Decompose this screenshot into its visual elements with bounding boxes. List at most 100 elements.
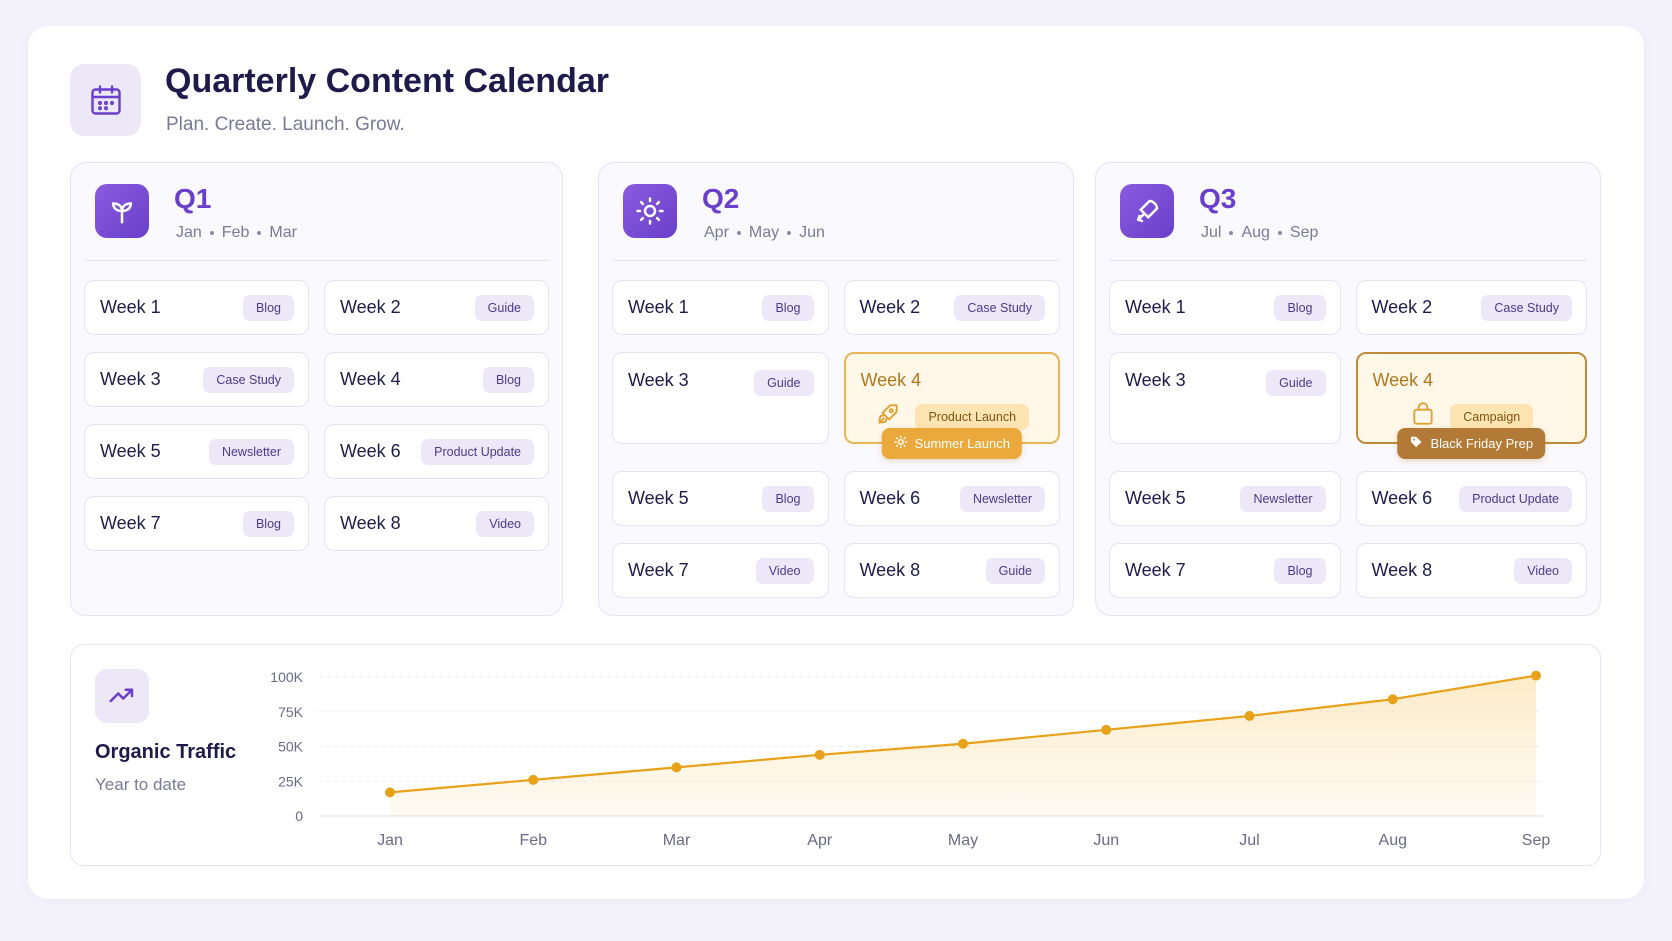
week-label: Week 3	[100, 369, 161, 389]
week-label: Week 3	[1125, 370, 1186, 390]
page-subtitle: Plan. Create. Launch. Grow.	[166, 114, 405, 135]
content-tag: Newsletter	[959, 485, 1045, 512]
week-card: Week 6 Product Update	[324, 424, 549, 479]
week-card: Week 1 Blog	[84, 280, 309, 335]
week-card: Week 4 Blog	[324, 352, 549, 407]
quarter-icon	[95, 184, 149, 238]
week-card: Week 1 Blog	[1109, 280, 1341, 335]
separator-dot	[1277, 231, 1282, 235]
chart-subtitle: Year to date	[95, 775, 187, 794]
month: Feb	[221, 224, 250, 241]
separator-dot	[209, 231, 214, 235]
month: May	[748, 224, 780, 241]
x-tick-label: Feb	[519, 832, 547, 849]
week-label: Week 4	[1372, 370, 1434, 390]
week-label: Week 1	[1125, 297, 1186, 317]
week-card: Week 3 Guide	[612, 352, 829, 444]
week-label: Week 6	[1371, 488, 1433, 508]
badge-icon	[1409, 435, 1423, 452]
week-card: Week 8 Video	[324, 496, 549, 551]
point	[528, 774, 539, 785]
content-tag: Blog	[762, 294, 814, 321]
week-card: Week 3 Guide	[1109, 352, 1341, 444]
week-card: Week 8 Video	[1355, 543, 1587, 598]
quarter-icon	[1120, 184, 1174, 238]
week-label: Week 6	[859, 488, 921, 508]
content-tag: Newsletter	[1240, 485, 1326, 512]
month: Mar	[269, 224, 297, 241]
week-label: Week 2	[340, 297, 401, 317]
quarter-name: Q1	[174, 183, 212, 214]
week-label: Week 7	[100, 513, 161, 533]
month: Jun	[799, 224, 825, 241]
y-tick-label: 25K	[278, 773, 304, 789]
week-label: Week 8	[1371, 560, 1433, 580]
point	[1387, 694, 1398, 705]
week-label: Week 2	[1371, 297, 1433, 317]
week-label: Week 1	[100, 297, 161, 317]
week-label: Week 3	[628, 370, 689, 390]
week-card: Week 2 Case Study	[843, 280, 1060, 335]
week-card: Week 4 Campaign Black Friday Prep	[1355, 352, 1587, 459]
separator-dot	[787, 231, 792, 235]
week-card: Week 6 Newsletter	[843, 471, 1060, 526]
quarter-name: Q2	[702, 183, 740, 214]
content-tag: Case Study	[203, 366, 294, 393]
highlight-row: Campaign	[1373, 401, 1572, 432]
x-tick-label: Jan	[377, 832, 403, 849]
week-label: Week 8	[340, 513, 401, 533]
separator-dot	[736, 231, 741, 235]
highlight-icon	[1410, 401, 1436, 432]
divider	[84, 260, 549, 261]
quarter-months: Jul Aug Sep	[1201, 224, 1318, 242]
content-tag: Campaign	[1450, 403, 1534, 430]
point	[958, 738, 968, 749]
content-tag: Blog	[242, 510, 294, 537]
week-card: Week 5 Blog	[612, 471, 829, 526]
quarter-months: Jan Feb Mar	[176, 224, 297, 242]
content-tag: Guide	[985, 557, 1045, 584]
week-card: Week 5 Newsletter	[84, 424, 309, 479]
x-tick-label: Sep	[1522, 832, 1551, 849]
week-label: Week 5	[1125, 488, 1186, 508]
chart-title: Organic Traffic	[95, 741, 237, 763]
quarter-name: Q3	[1199, 183, 1237, 214]
month: Aug	[1241, 224, 1270, 241]
week-card: Week 6 Product Update	[1355, 471, 1587, 526]
content-tag: Product Update	[1459, 485, 1572, 512]
quarter-panel: Q1 Jan Feb Mar Week 1 Blog Week 2 Guide Week 3 Ca…	[70, 162, 563, 616]
week-card: Week 2 Case Study	[1355, 280, 1587, 335]
quarter-panel: Q3 Jul Aug Sep Week 1 Blog Week 2 Case Study Wee…	[1095, 162, 1601, 616]
content-tag: Case Study	[1481, 294, 1572, 321]
highlight-row: Product Launch	[861, 401, 1045, 432]
badge-text: Black Friday Prep	[1430, 436, 1534, 451]
week-card: Week 2 Guide	[324, 280, 549, 335]
point	[385, 787, 395, 798]
x-tick-label: Apr	[807, 832, 833, 849]
content-tag: Blog	[482, 366, 534, 393]
content-tag: Product Launch	[915, 403, 1030, 430]
month: Sep	[1289, 224, 1319, 241]
content-tag: Case Study	[954, 294, 1045, 321]
week-grid: Week 1 Blog Week 2 Case Study Week 3 Guide Wee…	[1109, 280, 1587, 598]
separator-dot	[257, 231, 262, 235]
point	[1244, 710, 1255, 721]
x-tick-label: Aug	[1379, 832, 1407, 849]
week-label: Week 1	[628, 297, 689, 317]
week-grid: Week 1 Blog Week 2 Guide Week 3 Case Study Wee…	[84, 280, 549, 551]
event-badge: Black Friday Prep	[1397, 428, 1546, 459]
content-tag: Video	[755, 557, 814, 584]
content-tag: Blog	[242, 294, 294, 321]
point	[1531, 670, 1541, 681]
content-tag: Video	[1514, 557, 1572, 584]
separator-dot	[1229, 231, 1234, 235]
month: Jan	[176, 224, 202, 241]
week-card: Week 7 Blog	[1109, 543, 1341, 598]
point	[1101, 724, 1112, 735]
trend-icon	[95, 669, 149, 723]
week-label: Week 4	[860, 370, 922, 390]
week-card: Week 4 Product Launch Summer Launch	[843, 352, 1060, 459]
badge-icon	[894, 435, 908, 452]
y-tick-label: 0	[295, 808, 303, 824]
divider	[612, 260, 1060, 261]
